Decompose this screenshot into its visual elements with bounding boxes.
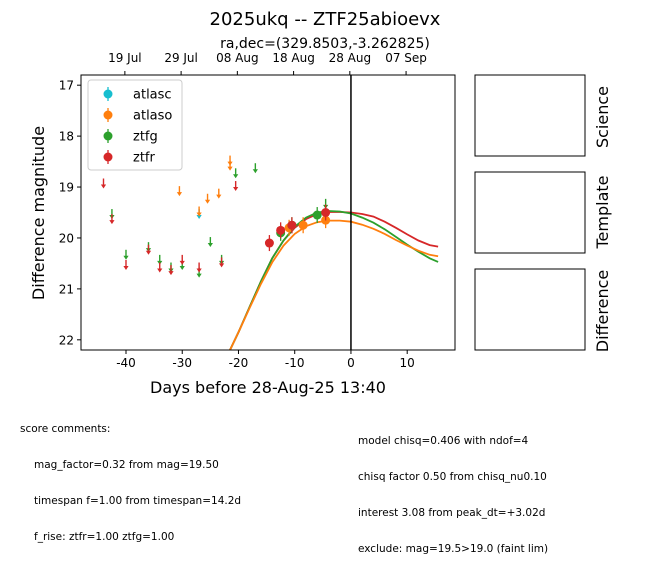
legend-marker [103,89,113,99]
score-comment-line: f_rise: ztfr=1.00 ztfg=1.00 [34,531,175,543]
x-tick-label: 10 [400,356,415,370]
top-tick-label: 28 Aug [329,51,372,65]
upper-limit-arrow-atlaso [216,194,222,199]
model-curve-atlaso [229,219,439,350]
x-tick-label: -30 [172,356,192,370]
difference-panel [474,268,586,351]
upper-limit-arrow-ztfr [145,250,152,255]
score-comment-line: mag_factor=0.32 from mag=19.50 [34,459,219,471]
x-tick-label: 0 [347,356,355,370]
upper-limit-arrow-ztfg [179,265,185,270]
model-comments: model chisq=0.406 with ndof=4 chisq fact… [358,411,548,567]
upper-limit-arrow-ztfg [233,174,239,179]
top-tick-label: 18 Aug [272,51,315,65]
figure: 2025ukq -- ZTF25abioevx ra,dec=(329.8503… [29,9,612,397]
template-label: Template [593,175,612,249]
chart-title: 2025ukq -- ZTF25abioevx [210,9,441,30]
upper-limit-arrow-ztfr [123,265,129,270]
score-comment-line: timespan f=1.00 from timespan=14.2d [34,495,242,507]
top-tick-label: 07 Sep [385,51,427,65]
x-tick-label: -40 [116,356,136,370]
legend-box [87,79,183,171]
model-comment-line: model chisq=0.406 with ndof=4 [358,435,529,447]
upper-limit-arrow-ztfr [109,220,115,225]
x-tick-label: -20 [229,356,249,370]
science-panel [474,74,586,157]
legend-label: ztfr [133,151,155,166]
model-comment-line: chisq factor 0.50 from chisq_nu0.10 [358,471,547,483]
y-tick-label: 21 [59,282,74,296]
template-panel [474,171,586,254]
legend-label: ztfg [133,130,158,145]
y-tick-label: 20 [59,231,74,245]
data-point-ztfr [287,220,297,230]
legend-marker [103,152,113,162]
data-point-ztfr [264,238,274,248]
upper-limit-arrow-atlaso [196,212,202,217]
upper-limit-arrow-atlasc [196,215,202,220]
upper-limit-arrow-ztfr [168,271,174,276]
y-axis-label: Difference magnitude [29,126,48,300]
plot-frame [80,74,456,351]
upper-limit-arrow-ztfr [233,187,239,192]
legend: atlasc atlaso ztfg ztfr [87,79,183,171]
legend-label: atlaso [133,109,172,124]
upper-limit-arrow-ztfg [252,169,258,174]
upper-limit-arrow-ztfg [207,243,213,248]
top-tick-label: 29 Jul [164,51,198,65]
data-point-ztfr [276,225,286,235]
y-tick-label: 18 [59,130,74,144]
upper-limit-arrow-ztfg [123,255,129,260]
legend-marker [103,131,113,141]
upper-limit-arrow-ztfg [196,273,202,278]
upper-limit-arrow-atlaso [204,199,211,204]
plot-area: -40 -30 -20 -10 0 10 17 18 19 20 21 22 19 Jul 29 Jul 0… [59,51,456,370]
upper-limit-arrow-ztfr [196,268,202,273]
upper-limit-arrow-ztfr [179,260,185,265]
top-tick-label: 19 Jul [108,51,142,65]
data-point-ztfr [321,208,331,217]
data-point-ztfg [312,210,322,220]
x-tick-label: -10 [285,356,305,370]
y-tick-label: 19 [59,181,74,195]
science-label: Science [593,86,612,148]
model-curve-ztfg [229,210,439,350]
upper-limit-arrow-atlaso [176,192,183,197]
score-comments-header: score comments: [20,423,111,435]
top-tick-label: 08 Aug [216,51,259,65]
upper-limit-arrow-ztfr [100,184,107,189]
upper-limit-arrow-ztfr [219,263,225,268]
x-axis-label: Days before 28-Aug-25 13:40 [150,378,386,397]
model-comment-line: exclude: mag=19.5>19.0 (faint lim) [358,543,549,555]
difference-label: Difference [593,270,612,352]
model-comment-line: interest 3.08 from peak_dt=+3.02d [358,507,546,519]
legend-marker [103,110,113,120]
y-tick-label: 22 [59,333,74,347]
score-comments: score comments: mag_factor=0.32 from mag… [20,399,241,555]
chart-subtitle: ra,dec=(329.8503,-3.262825) [220,36,430,52]
legend-label: atlasc [133,88,172,103]
y-tick-label: 17 [59,79,74,93]
upper-limit-arrow-atlaso [227,166,233,171]
upper-limit-arrow-ztfr [157,268,163,273]
data-point-atlaso [298,220,308,230]
